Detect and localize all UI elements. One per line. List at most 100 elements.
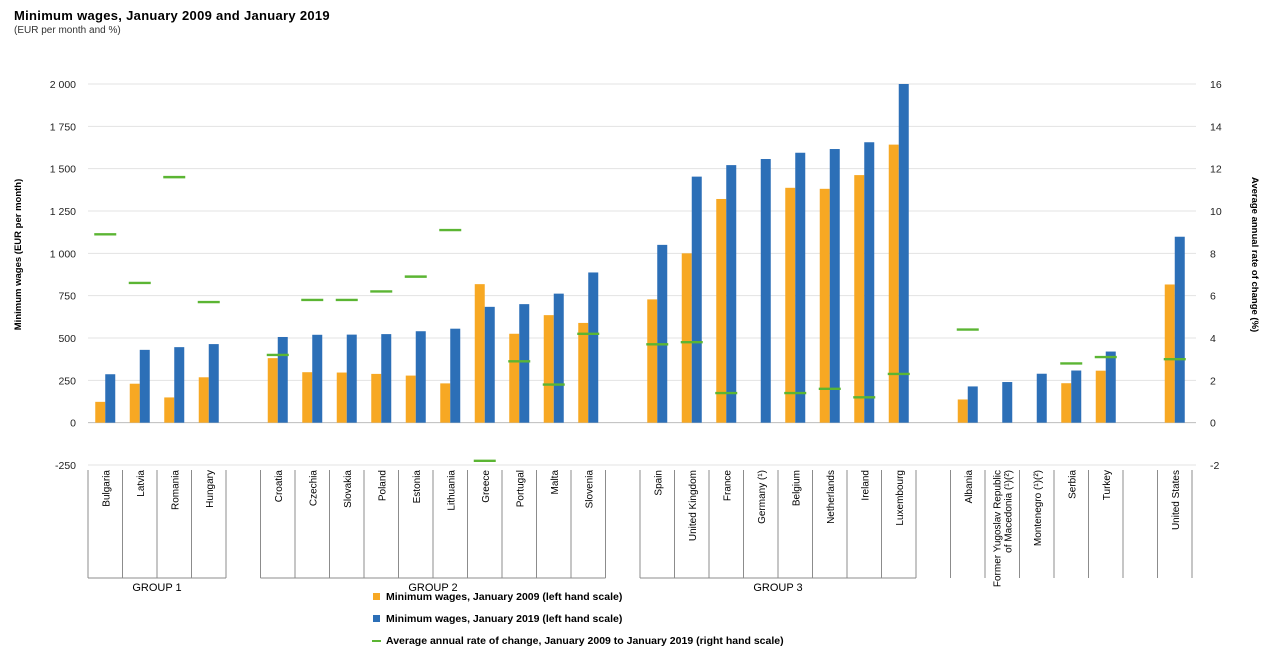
bar-2009-poland <box>371 373 382 423</box>
legend-swatch-2009 <box>373 593 380 600</box>
bar-2009-bulgaria <box>95 401 106 423</box>
y-tick-label: -250 <box>55 460 76 472</box>
category-label-estonia: Estonia <box>412 470 423 504</box>
bar-2009-albania <box>957 399 968 423</box>
category-label-belgium: Belgium <box>791 470 802 506</box>
legend-label-2019: Minimum wages, January 2019 (left hand s… <box>386 613 622 625</box>
bar-2019-latvia <box>139 349 150 423</box>
bar-2009-latvia <box>129 383 140 423</box>
bar-2019-ireland <box>864 142 875 423</box>
bar-2019-france <box>726 165 737 423</box>
y2-tick-label: 8 <box>1210 248 1216 260</box>
category-label-montenegro: Montenegro (¹)(²) <box>1033 470 1044 546</box>
category-label-united-kingdom: United Kingdom <box>688 470 699 541</box>
bar-2019-poland <box>381 334 392 423</box>
bar-2019-slovakia <box>346 334 357 423</box>
y2-tick-label: 10 <box>1210 206 1222 218</box>
bar-2009-greece <box>474 284 485 423</box>
bar-2019-united-states <box>1174 236 1185 423</box>
bar-2009-romania <box>164 397 175 423</box>
bar-2009-slovenia <box>578 322 589 423</box>
legend: Minimum wages, January 2009 (left hand s… <box>372 591 784 647</box>
bars <box>95 84 1185 423</box>
category-label-poland: Poland <box>377 470 388 501</box>
bar-2019-portugal <box>519 304 530 423</box>
y2-tick-label: 14 <box>1210 121 1222 133</box>
chart-title: Minimum wages, January 2009 and January … <box>14 8 330 23</box>
bar-2019-lithuania <box>450 328 461 423</box>
category-label-hungary: Hungary <box>205 470 216 508</box>
bar-2009-united-kingdom <box>681 253 692 423</box>
y2-tick-label: -2 <box>1210 460 1219 472</box>
bar-2019-czechia <box>312 334 323 423</box>
bar-2019-germany <box>760 159 771 423</box>
category-label-latvia: Latvia <box>136 470 147 497</box>
category-label-luxembourg: Luxembourg <box>895 470 906 526</box>
bar-2009-luxembourg <box>888 144 899 423</box>
y-tick-label: 1 750 <box>50 121 76 133</box>
bar-2019-montenegro <box>1036 373 1047 423</box>
bar-2019-romania <box>174 347 185 423</box>
y-tick-label: 0 <box>70 418 76 430</box>
y-axis-title: Minimum wages (EUR per month) <box>13 179 24 330</box>
y2-tick-label: 6 <box>1210 291 1216 303</box>
rate-markers <box>94 175 1186 462</box>
bar-2009-estonia <box>405 375 416 423</box>
bar-2009-spain <box>647 299 658 423</box>
y2-tick-label: 2 <box>1210 375 1216 387</box>
category-label-czechia: Czechia <box>308 470 319 507</box>
bar-2019-albania <box>967 386 978 423</box>
legend-swatch-2019 <box>373 615 380 622</box>
category-label-slovakia: Slovakia <box>343 470 354 508</box>
bar-2019-bulgaria <box>105 374 116 423</box>
bar-2009-turkey <box>1095 370 1106 423</box>
bar-2009-czechia <box>302 372 313 423</box>
category-label-ireland: Ireland <box>860 470 871 501</box>
category-label-netherlands: Netherlands <box>826 470 837 524</box>
y2-tick-label: 16 <box>1210 79 1222 91</box>
y2-tick-label: 0 <box>1210 418 1216 430</box>
y-tick-label: 1 250 <box>50 206 76 218</box>
bar-2019-greece <box>484 306 495 423</box>
y2-tick-label: 4 <box>1210 333 1216 345</box>
bar-2009-belgium <box>785 187 796 423</box>
bar-2019-netherlands <box>829 149 840 423</box>
bar-2019-belgium <box>795 152 806 423</box>
bar-2019-slovenia <box>588 272 599 423</box>
category-label-albania: Albania <box>964 470 975 504</box>
category-label-slovenia: Slovenia <box>584 470 595 509</box>
category-label-croatia: Croatia <box>274 470 285 503</box>
category-label-greece: Greece <box>481 470 492 503</box>
bar-2009-hungary <box>198 377 209 423</box>
category-label-serbia: Serbia <box>1067 470 1078 499</box>
category-axis: Bulgaria Latvia Romania Hungary Croatia Czech… <box>87 470 1193 594</box>
bar-2009-portugal <box>509 333 520 423</box>
group-label-group-3: GROUP 3 <box>753 582 802 594</box>
category-label-romania: Romania <box>170 470 181 510</box>
y-tick-label: 750 <box>58 291 76 303</box>
bar-2009-ireland <box>854 175 865 423</box>
y2-axis-title: Average annual rate of change (%) <box>1249 177 1260 332</box>
bar-2019-malta <box>553 293 564 423</box>
bar-2019-former-yugoslav-republic-of-macedonia <box>1002 382 1013 423</box>
group-label-group-2: GROUP 2 <box>408 582 457 594</box>
category-label-france: France <box>722 470 733 502</box>
bar-2009-france <box>716 198 727 423</box>
bar-2009-lithuania <box>440 383 451 423</box>
bar-2009-netherlands <box>819 188 830 423</box>
y2-tick-label: 12 <box>1210 164 1222 176</box>
bar-2009-united-states <box>1164 284 1175 423</box>
bar-2009-serbia <box>1061 383 1072 423</box>
bar-2019-croatia <box>277 336 288 423</box>
category-label-bulgaria: Bulgaria <box>101 470 112 507</box>
chart-subtitle: (EUR per month and %) <box>14 25 121 36</box>
gridlines <box>88 83 1196 466</box>
category-label-portugal: Portugal <box>515 470 526 507</box>
category-label-spain: Spain <box>653 470 664 496</box>
category-label-united-states: United States <box>1171 470 1182 530</box>
category-label-germany: Germany (¹) <box>757 470 768 524</box>
bar-2019-estonia <box>415 331 426 423</box>
category-label-turkey: Turkey <box>1102 470 1113 500</box>
y-tick-label: 500 <box>58 333 76 345</box>
